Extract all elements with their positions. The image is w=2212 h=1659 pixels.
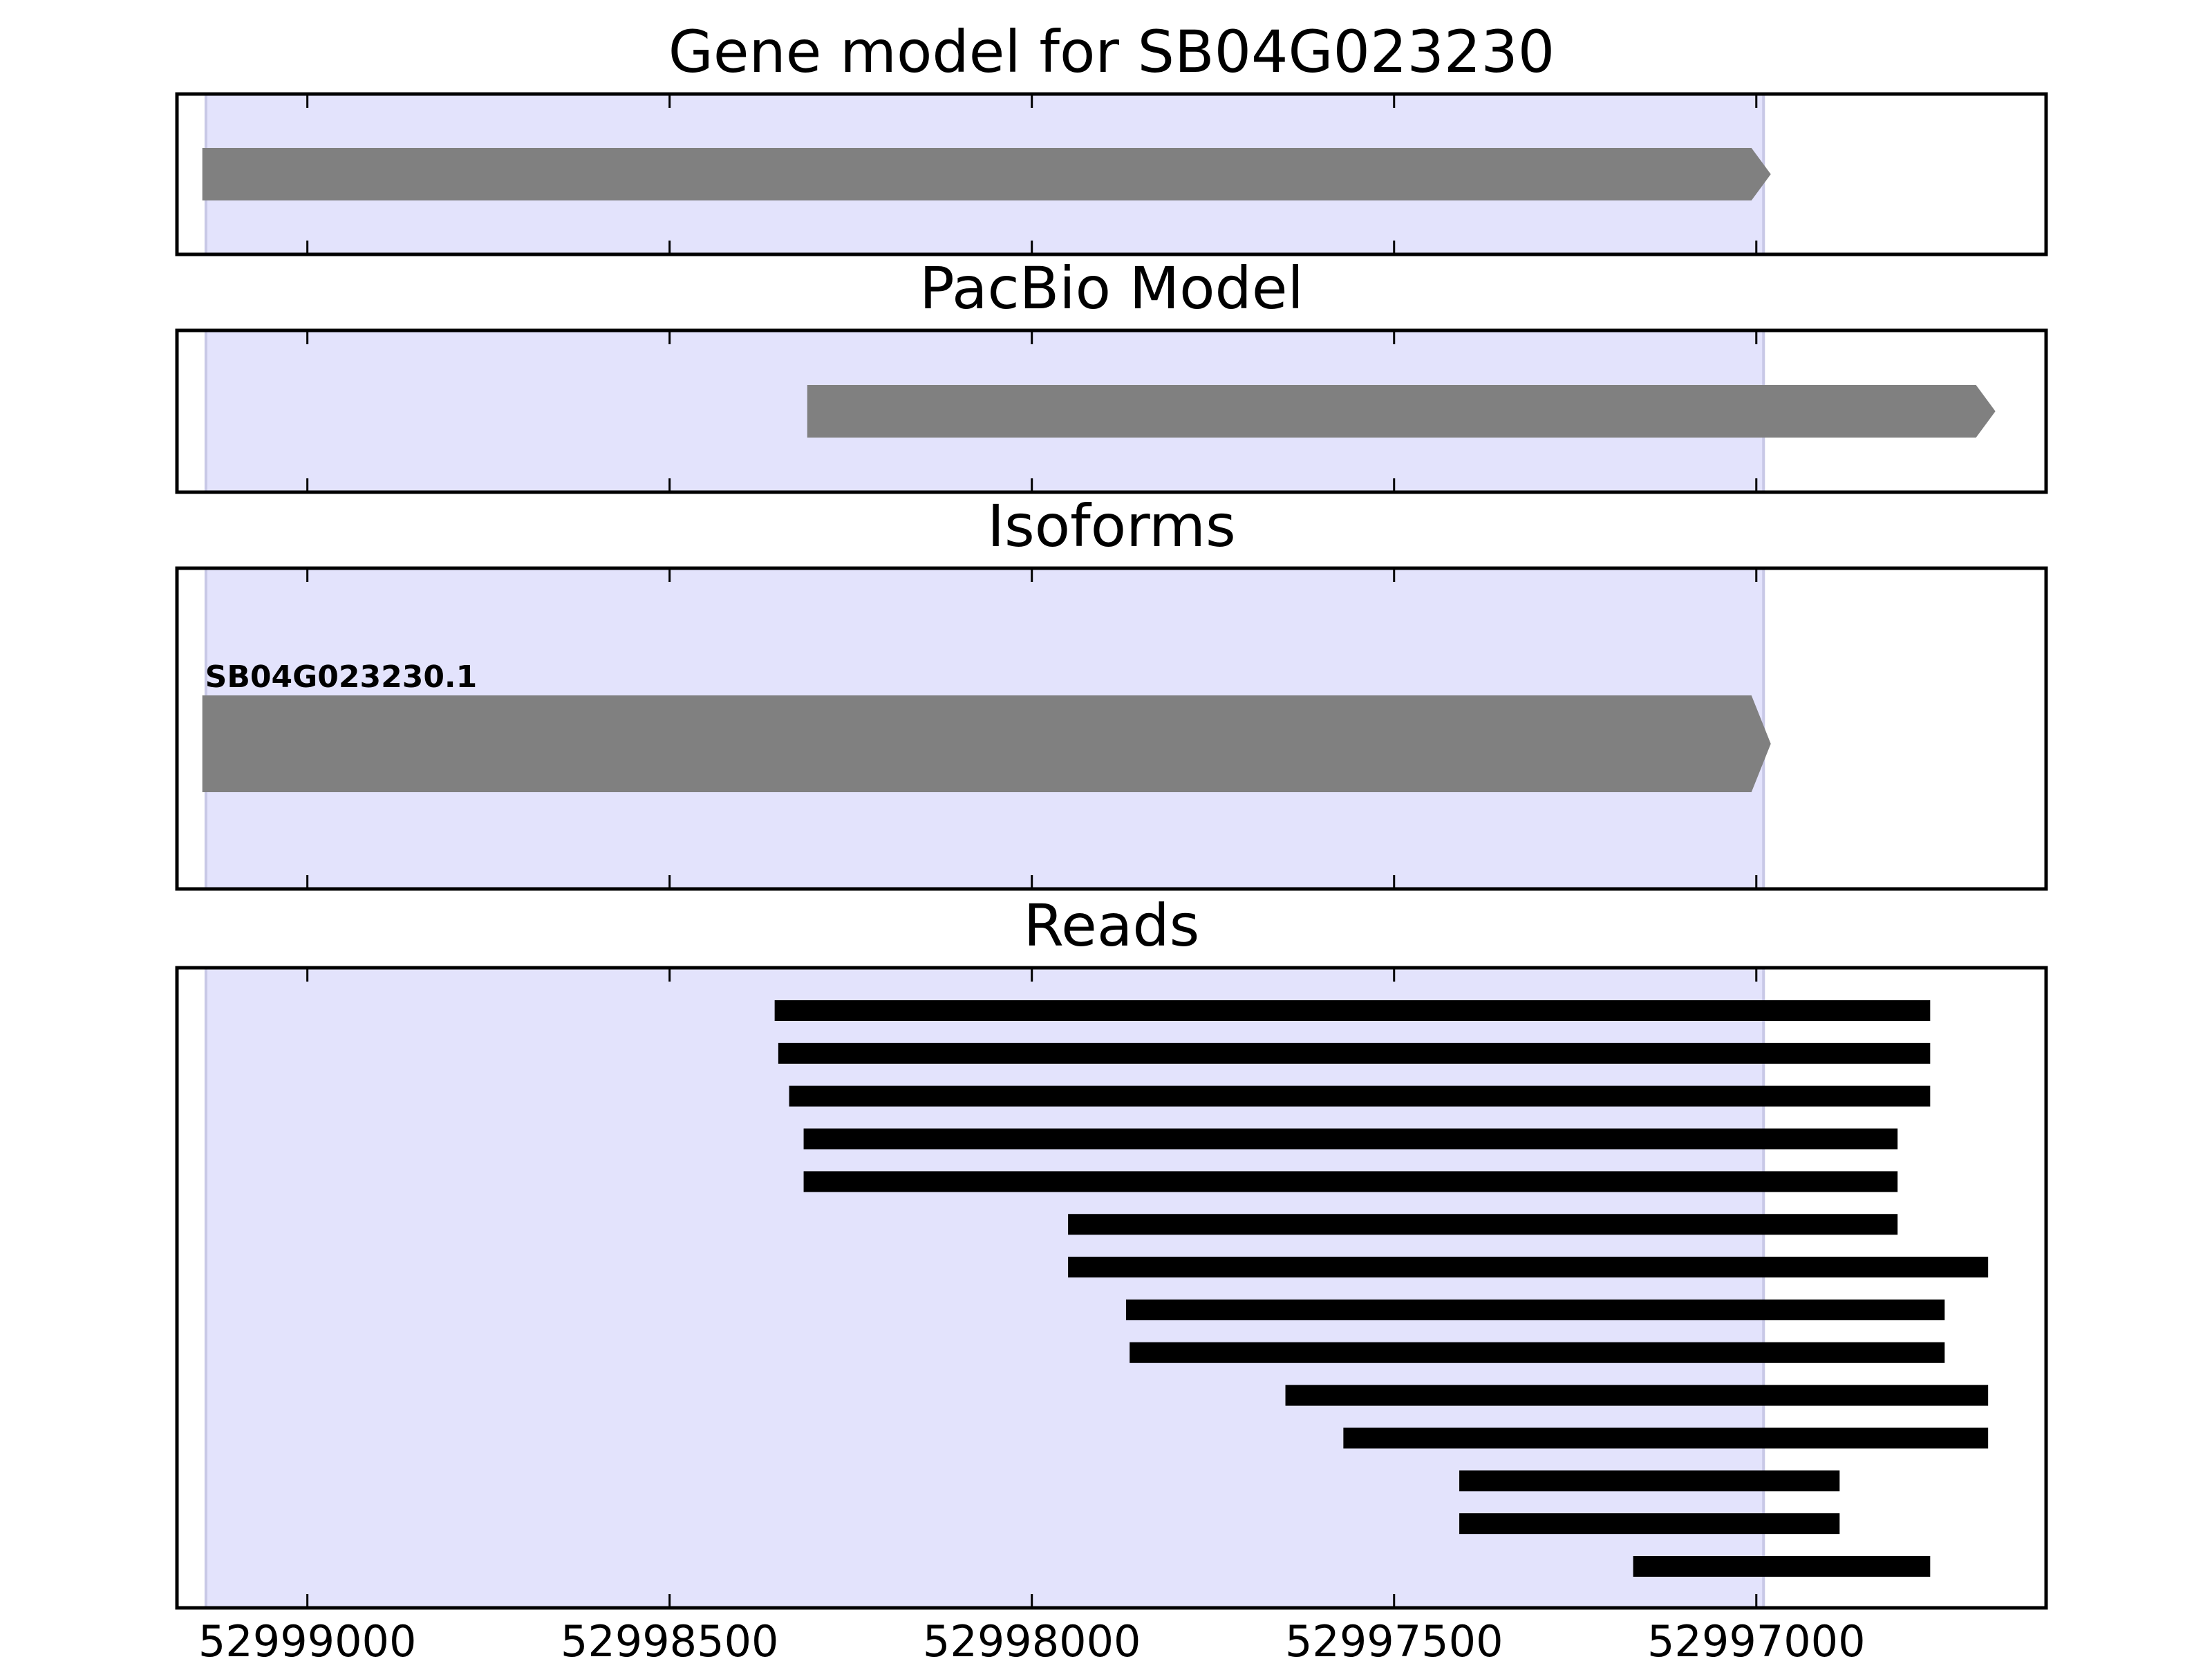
isoform-feature (202, 695, 1771, 792)
read-bar (803, 1171, 1898, 1192)
read-bar (1633, 1556, 1931, 1577)
read-bar (1068, 1257, 1989, 1278)
axes-frame (175, 566, 2048, 891)
read-bar (778, 1042, 1931, 1064)
isoform-label: SB04G023230.1 (205, 659, 478, 695)
panel-title: Gene model for SB04G023230 (668, 18, 1555, 86)
read-bar (1459, 1513, 1840, 1535)
x-tick-label: 52997000 (1647, 1616, 1866, 1659)
panels: Gene model for SB04G023230 PacBio Model Is… (175, 18, 2048, 1659)
read-bar (1068, 1214, 1898, 1235)
axes-frame (175, 92, 2048, 256)
axes-frame (175, 328, 2048, 494)
x-tick-label: 52998500 (561, 1616, 779, 1659)
x-tick-label: 52998000 (923, 1616, 1141, 1659)
panel-title: PacBio Model (919, 254, 1304, 322)
gene-feature (202, 148, 1771, 200)
panel-title: Reads (1024, 892, 1200, 959)
shaded-region (204, 966, 1765, 1609)
read-bar (1285, 1385, 1989, 1406)
read-bar (1343, 1427, 1989, 1449)
x-tick-label: 52997500 (1285, 1616, 1503, 1659)
read-bar (789, 1085, 1931, 1107)
axes-frame (175, 966, 2048, 1610)
panel-1: Gene model for SB04G023230 (175, 18, 2048, 256)
read-bar (1125, 1299, 1945, 1320)
read-bar (774, 1000, 1931, 1021)
read-bar (803, 1128, 1898, 1150)
x-tick-label: 52999000 (198, 1616, 417, 1659)
panel-2: PacBio Model (175, 254, 2048, 494)
panel-title: Isoforms (987, 492, 1236, 560)
read-bar (1130, 1342, 1945, 1363)
gene-feature (807, 385, 1996, 438)
panel-3: Isoforms SB04G023230.1 (175, 492, 2048, 891)
panel-4: Reads 52999000 52998500 52998000 52997500 529… (175, 892, 2048, 1659)
read-bar (1459, 1470, 1840, 1492)
